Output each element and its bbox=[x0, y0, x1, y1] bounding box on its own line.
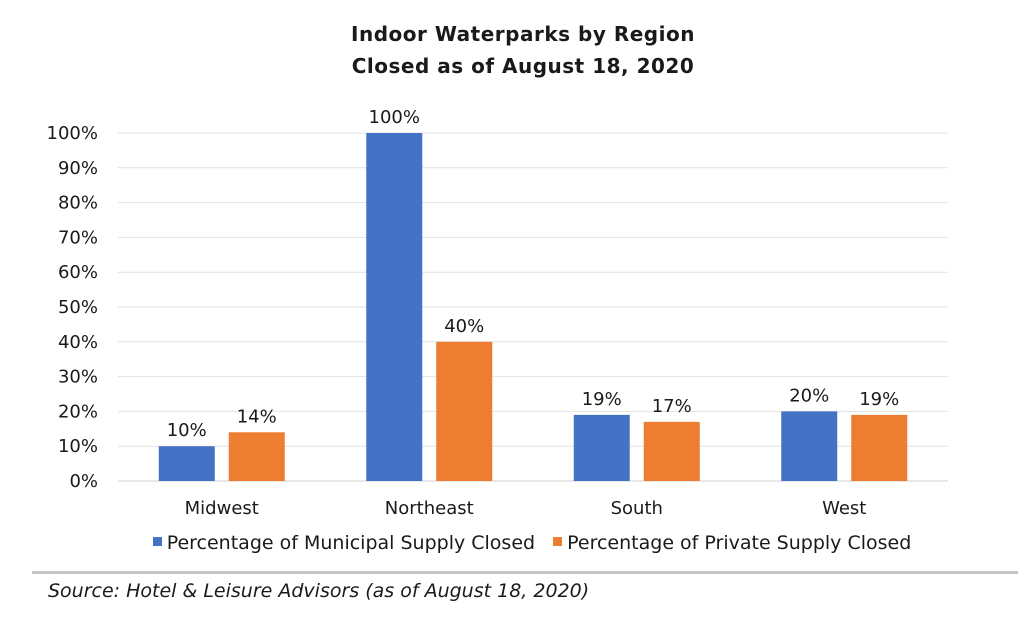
data-label: 17% bbox=[652, 396, 692, 417]
y-tick-label: 0% bbox=[69, 471, 98, 492]
data-label: 19% bbox=[859, 389, 899, 410]
bar bbox=[573, 414, 630, 481]
y-tick-label: 50% bbox=[58, 297, 98, 318]
bar bbox=[158, 446, 215, 481]
y-tick-label: 100% bbox=[47, 123, 98, 144]
y-tick-label: 40% bbox=[58, 332, 98, 353]
data-label: 14% bbox=[237, 406, 277, 427]
y-tick-label: 20% bbox=[58, 401, 98, 422]
y-tick-label: 80% bbox=[58, 193, 98, 214]
legend-swatch-private bbox=[553, 537, 563, 546]
bar bbox=[781, 411, 838, 481]
separator-line bbox=[32, 571, 1018, 574]
bar bbox=[643, 421, 700, 481]
x-tick-label: Northeast bbox=[385, 498, 474, 519]
x-tick-label: South bbox=[611, 498, 663, 519]
y-tick-label: 10% bbox=[58, 436, 98, 457]
data-label: 19% bbox=[582, 389, 622, 410]
chart-title: Indoor Waterparks by Region bbox=[351, 22, 695, 46]
legend-label-private: Percentage of Private Supply Closed bbox=[567, 532, 912, 554]
bar bbox=[366, 133, 423, 481]
y-tick-label: 70% bbox=[58, 227, 98, 248]
legend-item-private: Percentage of Private Supply Closed bbox=[553, 532, 911, 554]
data-label: 10% bbox=[167, 420, 207, 441]
bar bbox=[228, 432, 285, 481]
bar bbox=[851, 414, 908, 481]
x-tick-label: Midwest bbox=[185, 498, 259, 519]
y-tick-label: 30% bbox=[58, 367, 98, 388]
source-note: Source: Hotel & Leisure Advisors (as of … bbox=[48, 580, 590, 602]
legend-label-municipal: Percentage of Municipal Supply Closed bbox=[166, 532, 536, 554]
legend-item-municipal: Percentage of Municipal Supply Closed bbox=[152, 532, 536, 554]
y-tick-label: 60% bbox=[58, 262, 98, 283]
chart-subtitle: Closed as of August 18, 2020 bbox=[351, 54, 695, 78]
data-label: 20% bbox=[789, 385, 829, 406]
x-tick-label: West bbox=[822, 498, 866, 519]
bar bbox=[436, 341, 493, 481]
data-label: 100% bbox=[369, 107, 420, 128]
data-label: 40% bbox=[444, 316, 484, 337]
y-tick-label: 90% bbox=[58, 158, 98, 179]
legend-swatch-municipal bbox=[152, 537, 162, 546]
legend: Percentage of Municipal Supply Closed Pe… bbox=[0, 532, 1024, 554]
